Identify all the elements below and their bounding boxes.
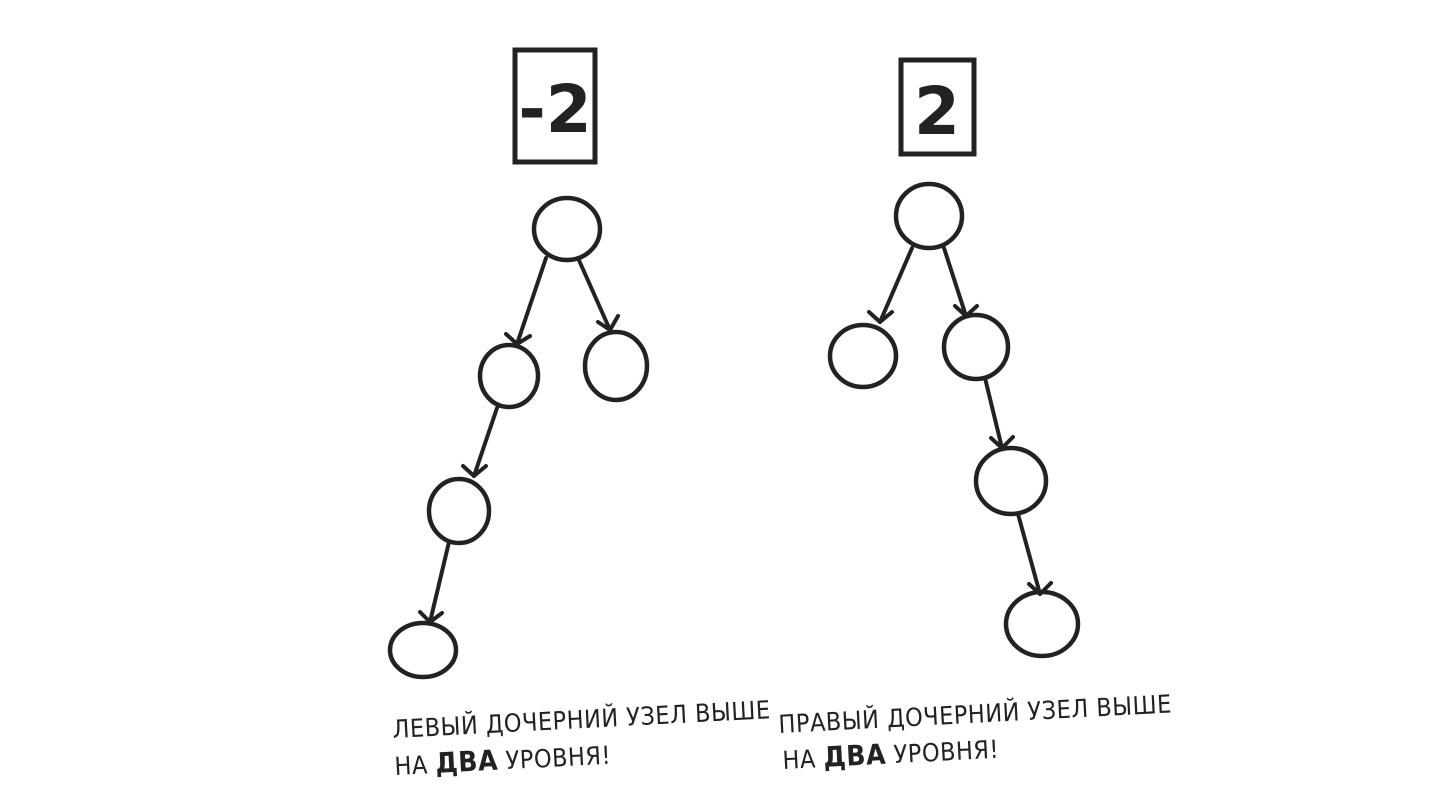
tree-node-great-grandchild [1003, 589, 1081, 659]
edge-grandchild-to-great-grandchild [1016, 512, 1042, 596]
tree-node-right-child [941, 312, 1011, 382]
right-tree: 2 ПРАВЫЙ ДОЧЕРНИЙ УЗЕЛ ВЫШЕ НА ДВА УРОВН… [778, 57, 1173, 776]
arrowhead [867, 310, 894, 324]
edge-root-to-left-child [515, 256, 548, 346]
tree-node-grandchild [426, 476, 492, 546]
left-caption-line-1: ЛЕВЫЙ ДОЧЕРНИЙ УЗЕЛ ВЫШЕ [392, 695, 771, 744]
tree-node-great-grandchild [387, 620, 459, 680]
tree-node-left-child [477, 342, 541, 410]
tree-node-root [893, 181, 965, 251]
edge-grandchild-to-great-grandchild [428, 540, 451, 624]
right-balance-label: 2 [914, 73, 960, 150]
tree-node-grandchild [973, 445, 1049, 517]
edge-right-child-to-grandchild [983, 376, 1004, 450]
left-caption-line-2: НА ДВА УРОВНЯ! [394, 738, 612, 782]
left-balance-box [512, 47, 598, 165]
tree-node-left-child [827, 322, 899, 390]
arrowhead [461, 464, 488, 478]
left-tree: -2 ЛЕВЫЙ ДОЧЕРНИЙ УЗЕЛ ВЫШЕ НА ДВА УРОВН… [387, 47, 771, 782]
edge-root-to-right-child [942, 246, 968, 318]
right-balance-box [898, 57, 977, 157]
tree-node-right-child [582, 329, 650, 403]
edge-left-child-to-grandchild [472, 406, 499, 478]
right-caption-line-1: ПРАВЫЙ ДОЧЕРНИЙ УЗЕЛ ВЫШЕ [778, 689, 1173, 739]
left-balance-label: -2 [518, 71, 591, 148]
right-caption-line-2: НА ДВА УРОВНЯ! [782, 732, 1000, 776]
edge-root-to-right-child [576, 256, 612, 332]
arrowhead [596, 314, 620, 332]
edge-root-to-left-child [878, 246, 914, 324]
tree-node-root [531, 195, 603, 263]
